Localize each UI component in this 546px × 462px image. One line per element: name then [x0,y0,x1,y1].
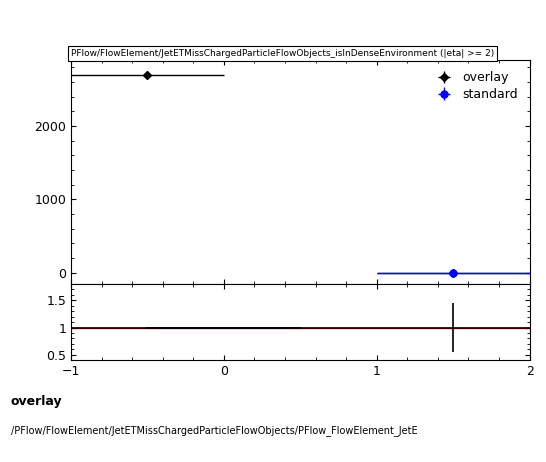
Legend: overlay, standard: overlay, standard [426,67,524,106]
Text: /PFlow/FlowElement/JetETMissChargedParticleFlowObjects/PFlow_FlowElement_JetE: /PFlow/FlowElement/JetETMissChargedParti… [11,425,418,436]
Text: PFlow/FlowElement/JetETMissChargedParticleFlowObjects_isInDenseEnvironment (|eta: PFlow/FlowElement/JetETMissChargedPartic… [71,49,494,58]
Text: overlay: overlay [11,395,63,408]
